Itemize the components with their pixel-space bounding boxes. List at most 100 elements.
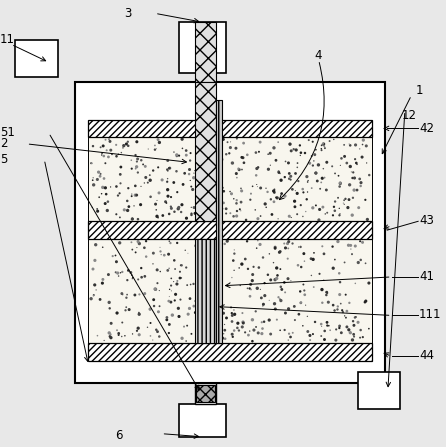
Point xyxy=(156,190,163,197)
Point xyxy=(173,152,180,160)
Point xyxy=(156,287,163,294)
Point xyxy=(189,186,196,193)
Point xyxy=(359,141,366,148)
Point xyxy=(343,160,351,167)
Point xyxy=(191,210,198,217)
Point xyxy=(242,329,249,336)
Point xyxy=(347,245,355,253)
Point xyxy=(222,335,229,342)
Point xyxy=(157,244,164,251)
Point xyxy=(275,168,282,175)
Point xyxy=(153,206,160,213)
Point xyxy=(259,302,266,309)
Point xyxy=(175,313,182,320)
Point xyxy=(98,190,105,197)
Point xyxy=(196,150,203,157)
Point xyxy=(206,185,213,192)
Point xyxy=(362,297,369,304)
Bar xyxy=(88,137,372,221)
Point xyxy=(277,297,285,304)
Point xyxy=(309,204,316,211)
Point xyxy=(239,309,246,316)
Point xyxy=(175,205,182,212)
Point xyxy=(97,170,104,177)
Point xyxy=(347,329,354,336)
Point xyxy=(163,316,170,323)
Point xyxy=(321,336,328,343)
Point xyxy=(235,165,242,172)
Point xyxy=(331,256,339,263)
Point xyxy=(349,336,356,343)
Point xyxy=(149,337,156,344)
Point xyxy=(351,156,359,163)
Point xyxy=(297,288,304,295)
Point xyxy=(115,330,122,337)
Point xyxy=(128,165,135,172)
Point xyxy=(270,144,277,152)
Point xyxy=(171,208,178,215)
Point xyxy=(341,201,348,208)
Point xyxy=(336,212,343,219)
Point xyxy=(188,211,195,219)
Point xyxy=(186,170,193,177)
Point xyxy=(229,331,236,338)
Point xyxy=(231,306,238,313)
Point xyxy=(167,299,174,306)
Point xyxy=(304,328,311,335)
Point xyxy=(167,240,174,247)
Point xyxy=(147,306,154,313)
Point xyxy=(316,270,323,278)
Point xyxy=(264,271,272,278)
Point xyxy=(204,282,211,289)
Point xyxy=(356,238,363,245)
Point xyxy=(136,311,143,318)
Point xyxy=(293,190,301,197)
Point xyxy=(209,287,216,295)
Point xyxy=(231,311,238,318)
Point xyxy=(138,156,145,164)
Point xyxy=(273,194,280,201)
Point xyxy=(270,198,277,205)
Point xyxy=(221,321,228,328)
Text: 2: 2 xyxy=(0,137,8,150)
Point xyxy=(181,323,188,330)
Point xyxy=(105,153,112,160)
Point xyxy=(141,290,149,297)
Point xyxy=(308,272,315,279)
Point xyxy=(346,196,353,203)
Point xyxy=(324,209,331,216)
Point xyxy=(331,170,339,177)
Point xyxy=(173,168,180,175)
Point xyxy=(177,268,184,275)
Point xyxy=(351,322,358,329)
Point xyxy=(305,177,312,184)
Point xyxy=(113,327,120,334)
Point xyxy=(286,213,293,220)
Point xyxy=(336,210,343,217)
Point xyxy=(99,142,107,149)
Point xyxy=(178,208,185,215)
Point xyxy=(162,198,169,205)
Point xyxy=(237,207,244,215)
Point xyxy=(253,181,260,188)
Point xyxy=(119,319,126,326)
Point xyxy=(165,193,172,200)
Point xyxy=(141,179,148,186)
Text: 44: 44 xyxy=(419,349,434,362)
Point xyxy=(187,281,194,288)
Point xyxy=(209,140,216,148)
Point xyxy=(202,289,209,296)
Point xyxy=(326,138,333,145)
Point xyxy=(255,164,262,171)
Point xyxy=(357,179,364,186)
Point xyxy=(264,188,271,195)
Point xyxy=(247,196,254,203)
Point xyxy=(215,186,222,193)
Point xyxy=(193,316,200,323)
Point xyxy=(209,188,216,195)
Point xyxy=(227,210,234,217)
Point xyxy=(339,307,346,314)
Point xyxy=(349,194,356,201)
Point xyxy=(87,160,95,167)
Point xyxy=(365,279,372,287)
